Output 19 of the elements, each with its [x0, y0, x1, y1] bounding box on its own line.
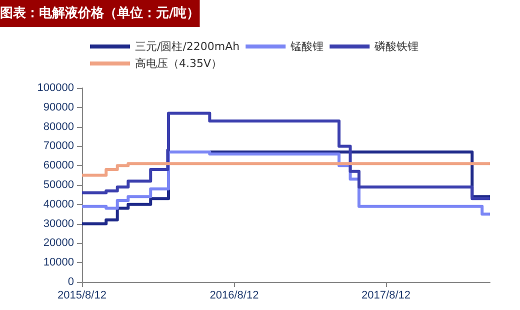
legend-label: 高电压（4.35V） [135, 57, 222, 70]
y-tick-label: 20000 [43, 237, 74, 250]
x-tick-label: 2016/8/12 [210, 290, 259, 302]
y-tick-label: 50000 [43, 179, 74, 191]
y-tick-label: 10000 [43, 256, 74, 269]
y-tick-label: 90000 [43, 101, 74, 114]
y-tick-label: 70000 [43, 140, 74, 152]
legend-label: 三元/圆柱/2200mAh [135, 40, 240, 53]
chart-title: 图表：电解液价格（单位：元/吨） [0, 5, 200, 21]
y-tick-label: 80000 [43, 120, 74, 133]
x-tick-label: 2017/8/12 [362, 290, 410, 302]
y-tick-label: 0 [68, 276, 74, 288]
y-tick-label: 100000 [37, 82, 74, 94]
x-tick-label: 2015/8/12 [58, 290, 106, 302]
legend-label: 磷酸铁锂 [374, 40, 419, 53]
y-tick-label: 60000 [43, 160, 74, 172]
y-tick-label: 40000 [43, 198, 74, 210]
y-tick-label: 30000 [43, 218, 74, 230]
legend-label: 锰酸锂 [290, 40, 324, 53]
